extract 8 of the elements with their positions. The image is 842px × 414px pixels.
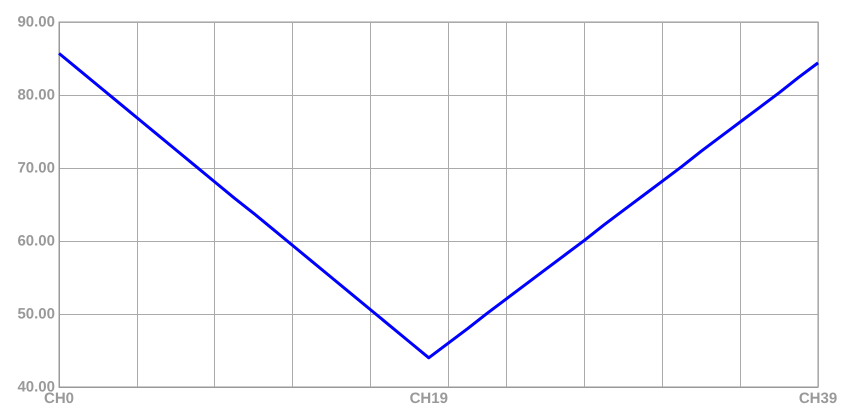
y-tick-label: 70.00	[17, 160, 55, 176]
y-tick-label: 50.00	[17, 306, 55, 322]
y-tick-label: 90.00	[17, 14, 55, 30]
x-tick-label: CH19	[410, 390, 448, 407]
y-tick-label: 80.00	[17, 86, 55, 104]
x-tick-label: CH39	[798, 390, 838, 407]
line-series	[58, 52, 820, 360]
y-tick-label: 60.00	[17, 232, 55, 250]
